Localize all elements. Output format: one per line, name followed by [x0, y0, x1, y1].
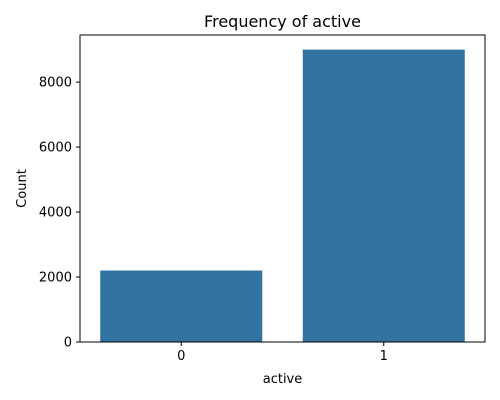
- x-tick-label: 0: [177, 349, 185, 364]
- chart-title: Frequency of active: [204, 12, 361, 31]
- y-tick-label: 4000: [39, 206, 72, 221]
- bar-1: [302, 49, 465, 342]
- y-tick-label: 8000: [39, 76, 72, 91]
- y-tick-label: 2000: [39, 271, 72, 286]
- x-tick-label: 1: [380, 349, 388, 364]
- bar-0: [100, 270, 263, 342]
- y-tick-label: 6000: [39, 141, 72, 156]
- y-axis-ticks: 0 2000 4000 6000 8000: [39, 76, 80, 351]
- bars-layer: [100, 49, 465, 342]
- y-axis-label: Count: [15, 169, 30, 208]
- x-axis-label: active: [263, 372, 303, 387]
- y-tick-label: 0: [64, 336, 72, 351]
- plot-frame: [79, 34, 486, 343]
